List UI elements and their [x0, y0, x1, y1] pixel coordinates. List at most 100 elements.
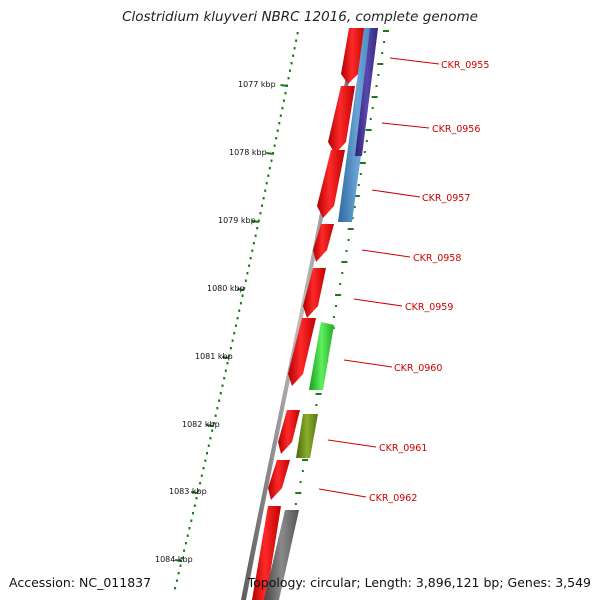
track-dot	[363, 151, 366, 153]
gene-arrow	[317, 150, 345, 218]
ruler-dot	[186, 534, 189, 537]
gene-label: CKR_0959	[405, 302, 453, 313]
ruler-dot	[278, 122, 281, 125]
ruler-dot	[229, 347, 232, 350]
gene-arrow	[288, 318, 316, 386]
ruler-dot	[212, 422, 215, 425]
gene-label: CKR_0961	[379, 443, 427, 454]
ruler-dot	[224, 369, 227, 372]
ruler-tick	[266, 152, 274, 155]
track-dot	[353, 206, 356, 208]
ruler-dot	[234, 324, 237, 327]
gene-arrow	[313, 224, 334, 262]
ruler-dot	[259, 212, 262, 215]
ruler-dot	[262, 197, 265, 200]
forward-strand-genes	[252, 28, 366, 600]
gene-arrow	[341, 28, 366, 84]
gene-arrow	[252, 506, 281, 600]
ruler-dot	[183, 549, 186, 552]
ruler-tick-label: 1083 kbp	[169, 487, 207, 496]
gene-label: CKR_0956	[432, 124, 480, 135]
ruler-dot	[268, 167, 271, 170]
gene-label: CKR_0955	[441, 60, 489, 71]
gene-leader-line	[381, 122, 430, 129]
ruler-tick-label: 1077 kbp	[238, 80, 276, 89]
ruler-dot	[261, 204, 263, 207]
coordinate-ruler	[174, 32, 299, 590]
ruler-dot	[223, 377, 226, 380]
feature-grey	[264, 510, 299, 600]
ruler-dot	[281, 107, 284, 110]
ruler-tick	[251, 220, 260, 223]
ruler-dot	[221, 384, 224, 387]
ruler-tick	[280, 84, 288, 87]
ruler-dot	[219, 392, 222, 395]
ruler-dot	[233, 332, 236, 335]
genome-stats-text: Topology: circular; Length: 3,896,121 bp…	[247, 575, 591, 590]
track-dot	[357, 184, 360, 186]
gene-label: CKR_0958	[413, 253, 461, 264]
ruler-dot	[209, 437, 212, 440]
ruler-dot	[295, 39, 298, 42]
ruler-dot	[248, 264, 251, 267]
ruler-dot	[282, 99, 285, 102]
track-dot	[295, 492, 302, 494]
gene-arrow	[303, 268, 326, 318]
track-dot	[375, 85, 378, 87]
gene-leader-line	[318, 488, 367, 498]
track-dot	[347, 228, 354, 230]
track-dot	[381, 52, 384, 54]
accession-text: Accession: NC_011837	[9, 575, 152, 590]
ruler-dot	[207, 444, 210, 447]
track-dot	[359, 162, 366, 164]
gene-leader-line	[327, 439, 377, 448]
ruler-tick-label: 1080 kbp	[207, 284, 245, 293]
gene-label: CKR_0957	[422, 193, 470, 204]
ruler-dot	[276, 129, 279, 132]
ruler-dot	[197, 489, 200, 492]
ruler-dot	[279, 114, 282, 117]
track-dot	[302, 459, 309, 461]
ruler-dot	[293, 47, 296, 50]
ruler-dot	[254, 234, 257, 237]
ruler-dot	[188, 527, 191, 530]
ruler-dot	[238, 309, 241, 312]
track-dot	[335, 294, 342, 296]
ruler-dot	[267, 174, 270, 177]
track-dot	[335, 305, 337, 307]
track-dot	[341, 272, 344, 274]
gene-arrow	[278, 410, 300, 454]
ruler-dot	[270, 159, 273, 162]
ruler-dot	[184, 542, 187, 545]
ruler-dot	[243, 287, 246, 290]
ruler-dot	[284, 92, 287, 95]
inner-track-dots	[274, 30, 389, 593]
track-dot	[315, 393, 322, 395]
track-dot	[365, 140, 368, 142]
ruler-tick-label: 1082 kbp	[182, 420, 220, 429]
ruler-tick	[237, 288, 245, 291]
ruler-dot	[241, 294, 244, 297]
track-dot	[383, 41, 386, 43]
ruler-dot	[251, 249, 254, 252]
ruler-dot	[202, 467, 205, 470]
track-dot	[369, 118, 372, 120]
ruler-dot	[177, 572, 180, 575]
ruler-dot	[216, 407, 219, 410]
gene-labels: CKR_0955 CKR_0956 CKR_0957 CKR_0958 CKR_…	[318, 57, 489, 504]
ruler-labels: 1077 kbp 1078 kbp 1079 kbp 1080 kbp 1081…	[155, 80, 276, 564]
ruler-tick-label: 1079 kbp	[218, 216, 256, 225]
ruler-tick-label: 1078 kbp	[229, 148, 267, 157]
track-dot	[383, 30, 389, 32]
track-dot	[341, 261, 348, 263]
ruler-dot	[192, 512, 194, 515]
track-dot	[353, 195, 360, 197]
gene-arrow	[328, 86, 355, 154]
ruler-dot	[273, 144, 276, 147]
ruler-dot	[226, 362, 229, 365]
feature-navy	[355, 28, 378, 156]
gene-leader-line	[343, 359, 393, 368]
track-dot	[345, 250, 348, 252]
track-dot	[332, 316, 335, 318]
